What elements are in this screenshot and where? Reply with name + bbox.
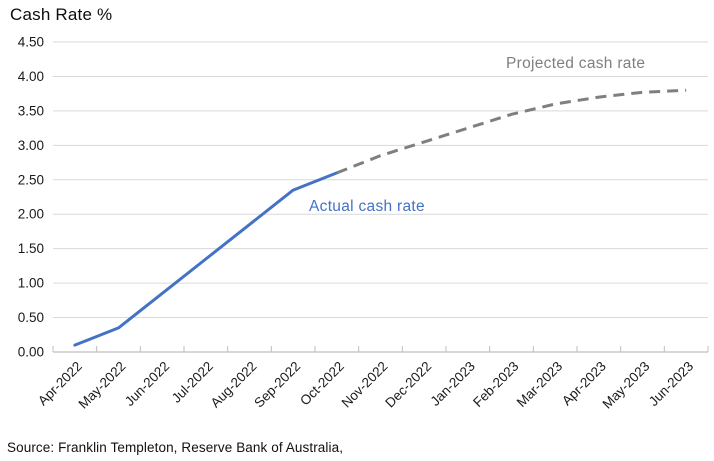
y-tick-label: 0.50 [18,310,44,325]
x-tick-label: Jun-2023 [646,359,696,409]
x-tick-label: May-2022 [76,359,129,412]
x-tick-label: May-2023 [600,359,653,412]
x-tick-label: Mar-2023 [514,359,565,410]
y-tick-label: 3.50 [18,103,44,118]
actual-cash-rate-line [73,171,339,347]
x-tick-label: Dec-2022 [382,359,434,411]
y-tick-label: 4.00 [18,69,44,84]
x-tick-label: Nov-2022 [339,359,391,411]
x-tick-label: Jan-2023 [428,359,478,409]
chart-title: Cash Rate % [10,5,113,24]
source-note: Source: Franklin Templeton, Reserve Bank… [7,440,344,455]
x-tick-label: Sep-2022 [251,359,303,411]
projected-series-label: Projected cash rate [506,55,646,72]
projected-cash-rate-line [336,88,687,175]
x-tick-label: Feb-2023 [470,359,521,410]
x-tick-label: Aug-2022 [208,359,260,411]
y-tick-label: 3.00 [18,138,44,153]
y-tick-label: 1.00 [18,276,44,291]
y-tick-label: 4.50 [18,35,44,50]
y-tick-label: 2.50 [18,172,44,187]
y-tick-label: 0.00 [18,345,44,360]
x-tick-label: Jun-2022 [122,359,172,409]
actual-series-label: Actual cash rate [309,198,425,215]
y-tick-label: 1.50 [18,241,44,256]
y-tick-label: 2.00 [18,207,44,222]
